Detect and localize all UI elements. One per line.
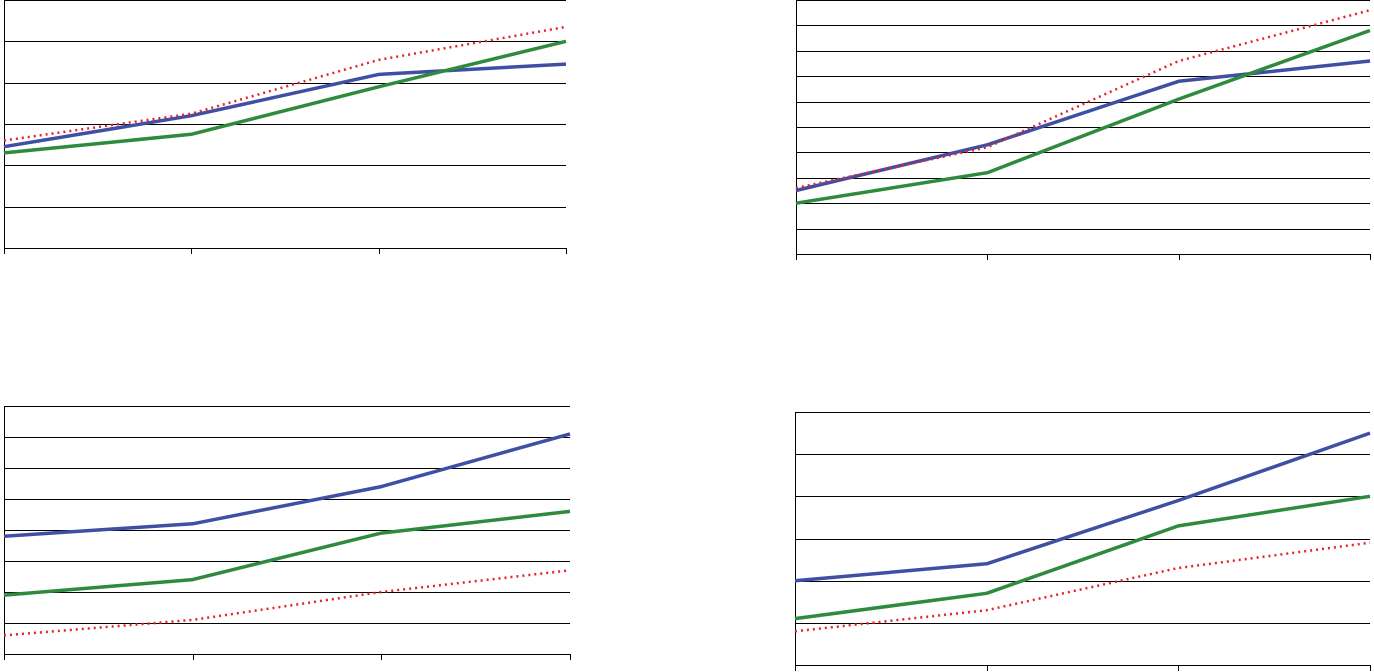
- series-line-2: [3, 39, 567, 155]
- series-line-1: [795, 59, 1371, 193]
- series-line-1: [3, 432, 571, 538]
- chart-panel-1: [3, 0, 567, 254]
- chart-panel-3: [3, 406, 571, 660]
- series-line-1: [794, 431, 1371, 583]
- series-line-3: [794, 541, 1371, 633]
- series-line-3: [3, 569, 571, 637]
- series-line-3: [795, 8, 1371, 190]
- series-line-2: [795, 28, 1371, 205]
- series-line-1: [3, 62, 567, 149]
- series-line-2: [3, 509, 571, 597]
- series-line-2: [794, 494, 1371, 621]
- chart-panel-4: [794, 412, 1371, 671]
- chart-panel-2: [795, 0, 1371, 260]
